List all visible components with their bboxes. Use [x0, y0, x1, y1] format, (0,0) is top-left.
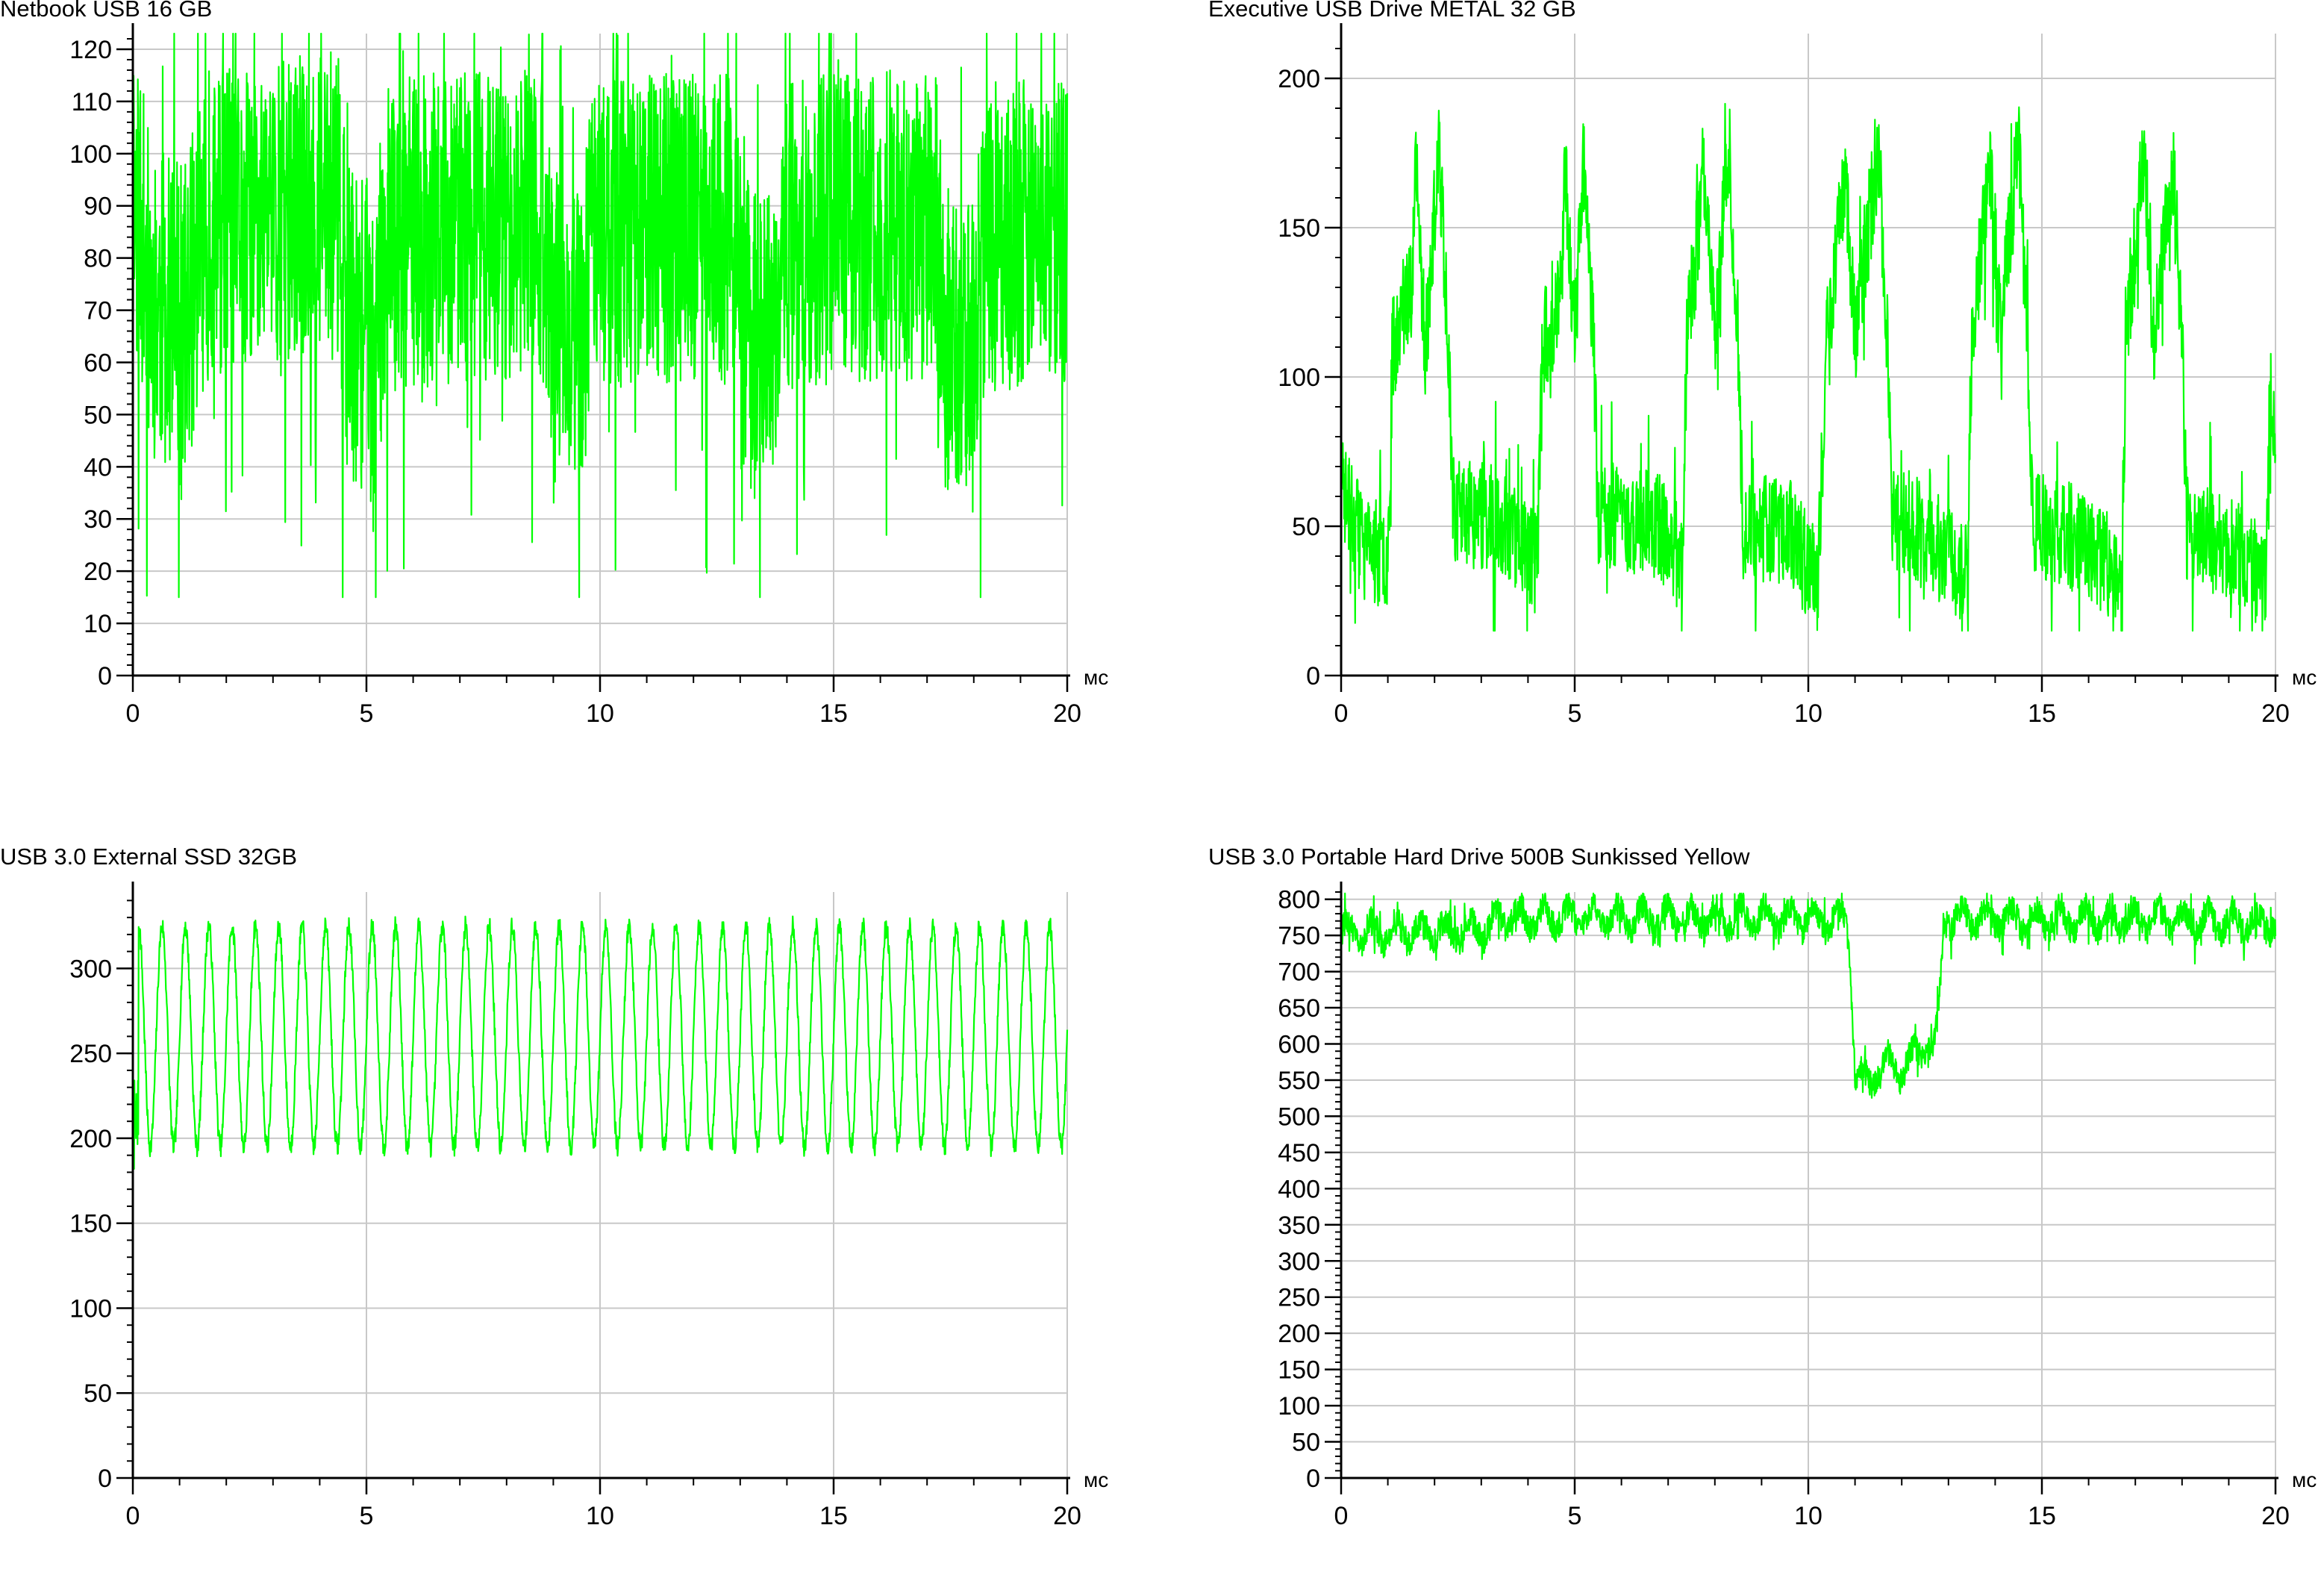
series-line: [131, 32, 1069, 599]
y-tick-label: 100: [69, 140, 112, 169]
tick-labels: 0 5 10 15 20 0 10 20 30 40 50 60 70 80 90 100 110 120: [69, 36, 1081, 728]
y-tick-label: 250: [69, 1040, 112, 1068]
tick-labels: 0 5 10 15 2005010015020025030035040045050055…: [1278, 886, 2290, 1530]
y-tick-label: 200: [1278, 1320, 1320, 1348]
x-tick-label: 10: [586, 699, 614, 728]
y-tick-label: 150: [69, 1210, 112, 1238]
chart-panel-executive: Executive USB Drive METAL 32 GB 0 5 10 15 20…: [1162, 0, 2324, 791]
x-tick-label: 0: [1334, 1502, 1349, 1530]
y-tick-label: 500: [1278, 1103, 1320, 1131]
series-line: [1340, 892, 2277, 1099]
y-tick-label: 0: [1306, 662, 1320, 690]
x-tick-label: 5: [1568, 1502, 1582, 1530]
x-axis-label: мс: [2292, 1468, 2317, 1491]
chart-svg: 0 5 10 15 20 0 10 20 30 40 50 60 70 80 90 100 110 120 мс: [69, 23, 1108, 728]
y-tick-label: 350: [1278, 1212, 1320, 1240]
y-tick-label: 450: [1278, 1139, 1320, 1167]
y-tick-label: 200: [1278, 65, 1320, 93]
y-tick-label: 120: [69, 36, 112, 64]
minor-ticks: [127, 899, 1068, 1485]
grid-lines: [1341, 892, 2276, 1478]
y-tick-label: 50: [84, 401, 112, 429]
y-tick-label: 550: [1278, 1067, 1320, 1095]
y-tick-label: 50: [84, 1379, 112, 1408]
x-tick-label: 0: [1334, 699, 1349, 728]
x-tick-label: 10: [1794, 1502, 1822, 1530]
x-axis-label: мс: [1084, 666, 1108, 689]
y-tick-label: 60: [84, 349, 112, 377]
y-tick-label: 200: [69, 1125, 112, 1153]
axes: [1340, 882, 2278, 1479]
x-tick-label: 5: [360, 699, 374, 728]
x-tick-label: 15: [819, 699, 848, 728]
chart-title: USB 3.0 External SSD 32GB: [0, 843, 298, 870]
y-tick-label: 800: [1278, 886, 1320, 914]
y-tick-label: 700: [1278, 958, 1320, 987]
y-tick-label: 250: [1278, 1284, 1320, 1312]
y-tick-label: 300: [69, 955, 112, 983]
chart-title: Executive USB Drive METAL 32 GB: [1208, 0, 1576, 22]
x-tick-label: 5: [1568, 699, 1582, 728]
chart-title: USB 3.0 Portable Hard Drive 500B Sunkiss…: [1208, 843, 1750, 870]
y-tick-label: 50: [1292, 1429, 1320, 1457]
y-tick-label: 10: [84, 610, 112, 638]
y-tick-label: 400: [1278, 1175, 1320, 1203]
x-tick-label: 20: [2261, 699, 2290, 728]
series-line: [131, 915, 1069, 1170]
y-tick-label: 70: [84, 297, 112, 325]
axes: [131, 882, 1070, 1479]
y-tick-label: 150: [1278, 214, 1320, 243]
x-tick-label: 15: [2028, 699, 2056, 728]
y-tick-label: 0: [1306, 1465, 1320, 1493]
y-tick-label: 100: [1278, 1392, 1320, 1421]
grid-lines: [133, 892, 1068, 1478]
x-tick-label: 20: [1053, 699, 1081, 728]
y-tick-label: 90: [84, 193, 112, 221]
x-axis-label: мс: [2292, 666, 2317, 689]
axes: [131, 23, 1070, 677]
y-tick-label: 300: [1278, 1247, 1320, 1276]
y-tick-label: 20: [84, 558, 112, 586]
y-tick-label: 150: [1278, 1356, 1320, 1385]
series-line: [1340, 102, 2277, 632]
x-axis-label: мс: [1084, 1468, 1108, 1491]
axes: [1340, 23, 2278, 677]
y-tick-label: 80: [84, 245, 112, 273]
x-tick-label: 20: [1053, 1502, 1081, 1530]
y-tick-label: 650: [1278, 994, 1320, 1023]
x-tick-label: 5: [360, 1502, 374, 1530]
y-tick-label: 100: [1278, 364, 1320, 392]
y-tick-label: 0: [98, 1465, 112, 1493]
y-tick-label: 110: [72, 88, 112, 116]
x-tick-label: 0: [126, 1502, 140, 1530]
x-tick-label: 20: [2261, 1502, 2290, 1530]
y-tick-label: 100: [69, 1294, 112, 1323]
y-tick-label: 0: [98, 662, 112, 690]
x-tick-label: 10: [1794, 699, 1822, 728]
y-tick-label: 50: [1292, 513, 1320, 541]
y-tick-label: 600: [1278, 1031, 1320, 1059]
x-tick-label: 15: [2028, 1502, 2056, 1530]
chart-svg: 0 5 10 15 2005010015020025030035040045050055…: [1278, 882, 2317, 1530]
y-tick-label: 40: [84, 453, 112, 481]
x-tick-label: 15: [819, 1502, 848, 1530]
x-tick-label: 10: [586, 1502, 614, 1530]
y-tick-label: 30: [84, 505, 112, 534]
chart-panel-hdd: USB 3.0 Portable Hard Drive 500B Sunkiss…: [1162, 791, 2324, 1581]
y-tick-label: 750: [1278, 922, 1320, 950]
x-tick-label: 0: [126, 699, 140, 728]
chart-title: Netbook USB 16 GB: [0, 0, 213, 22]
chart-panel-ssd: USB 3.0 External SSD 32GB 0 5 10 15 20 0 50 100…: [0, 791, 1162, 1581]
chart-panel-netbook: Netbook USB 16 GB 0 5 10 15 20 0 10 20 30 40 50 60 7…: [0, 0, 1162, 791]
